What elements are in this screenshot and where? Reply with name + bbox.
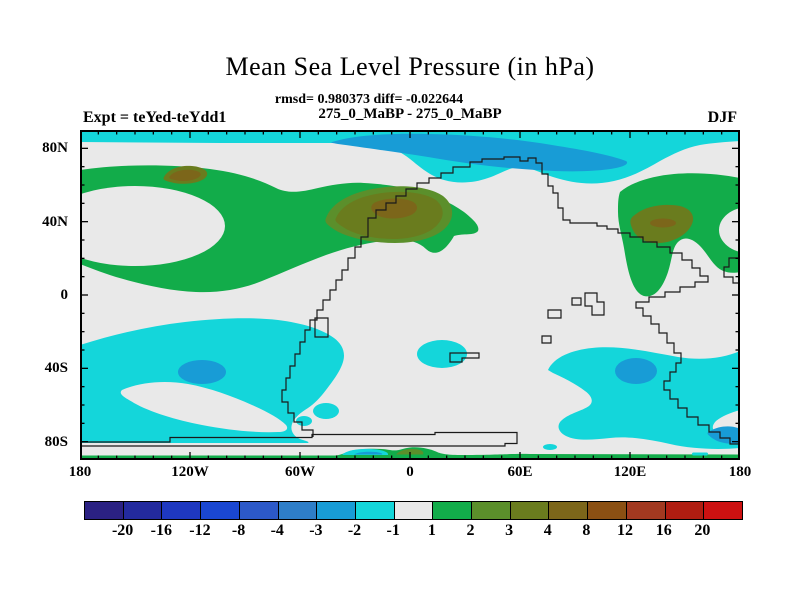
colorbar-segment — [162, 502, 202, 519]
colorbar-tick-label: 2 — [466, 522, 475, 539]
case-comparison-label: 275_0_MaBP - 275_0_MaBP — [318, 106, 502, 122]
colorbar-segment — [239, 502, 279, 519]
colorbar-tick-label: -3 — [309, 522, 323, 539]
coastline-island-c — [547, 309, 562, 319]
colorbar-segment — [549, 502, 589, 519]
region-nh-east-brown-dash — [650, 218, 676, 228]
coastline-island-f — [449, 352, 480, 363]
colorbar-labels: -20 -16 -12 -8 -4 -3 -2 -1 1 2 3 4 8 12 16 20 — [84, 522, 741, 542]
lat-axis-labels: 80N 40N 0 40S 80S — [0, 130, 74, 460]
stats-label: rmsd= 0.980373 diff= -0.022644 — [274, 92, 464, 107]
colorbar-tick-label: 12 — [617, 522, 634, 539]
lon-tick-label: 180 — [68, 464, 92, 480]
map-plot — [45, 130, 741, 460]
region-sh-east-blue-core — [615, 358, 657, 384]
season-label: DJF — [707, 109, 737, 126]
lon-tick-label: 60E — [507, 464, 533, 480]
experiment-label: Expt = teYed-teYdd1 — [83, 109, 227, 126]
contour-map — [45, 130, 741, 460]
colorbar-tick-label: 16 — [655, 522, 672, 539]
colorbar-segment — [201, 502, 240, 519]
colorbar-tick-label: -4 — [270, 522, 284, 539]
region-sh-east-cyan — [548, 347, 740, 449]
region-brown-core — [371, 198, 417, 219]
lat-tick-label: 40S — [44, 360, 68, 377]
colorbar-tick-label: -16 — [150, 522, 172, 539]
lon-tick-label: 120W — [171, 464, 209, 480]
colorbar-segment — [433, 502, 473, 519]
coastline-east-edge — [723, 257, 740, 284]
lon-tick-label: 0 — [406, 464, 414, 480]
coastline-antarctic-strip — [80, 431, 518, 447]
lon-tick-label: 60W — [285, 464, 315, 480]
colorbar-segment — [472, 502, 511, 519]
colorbar-tick-label: -8 — [231, 522, 246, 539]
coastline-island-e — [541, 335, 552, 344]
colorbar-segment — [588, 502, 627, 519]
region-antarctic-cyan-dash — [692, 452, 708, 456]
lon-axis-labels: 180 120W 60W 0 60E 120E 180 — [69, 464, 752, 484]
colorbar-segment — [394, 502, 434, 519]
coastlines — [80, 156, 740, 447]
colorbar-tick-label: 1 — [427, 522, 436, 539]
colorbar-tick-label: -2 — [347, 522, 362, 539]
map-frame — [80, 130, 740, 460]
colorbar-segment — [355, 502, 395, 519]
colorbar-tick-label: -1 — [386, 522, 400, 539]
colorbar-tick-label: 20 — [694, 522, 711, 539]
lat-tick-label: 80N — [42, 140, 68, 157]
lon-tick-label: 120E — [613, 464, 647, 480]
colorbar-tick-label: -12 — [189, 522, 211, 539]
region-nh-gray-hole — [45, 186, 225, 266]
coastline-island-b — [584, 292, 605, 316]
colorbar-segment — [85, 502, 124, 519]
coastline-pangea — [281, 156, 740, 445]
region-sh-east-blue-corner — [707, 426, 740, 444]
lon-tick-label: 180 — [728, 464, 752, 480]
coastline-island-d — [571, 297, 582, 306]
colorbar-segment — [123, 502, 163, 519]
colorbar-segment — [704, 502, 742, 519]
lat-tick-label: 80S — [44, 433, 68, 450]
lat-tick-label: 40N — [42, 213, 68, 230]
colorbar-tick-label: 8 — [582, 522, 591, 539]
colorbar-tick-label: 3 — [505, 522, 514, 539]
region-sh-cyan-blob-a — [313, 403, 339, 419]
region-antarctic-olive-bump — [396, 448, 424, 455]
colorbar-segment — [665, 502, 705, 519]
colorbar — [84, 501, 743, 520]
lat-tick-label: 0 — [60, 287, 69, 303]
colorbar-segment — [278, 502, 318, 519]
colorbar-segment — [510, 502, 550, 519]
region-sh-west-gray-hole — [120, 382, 288, 433]
colorbar-tick-label: -20 — [111, 522, 134, 539]
region-small-brown-patch — [169, 169, 201, 181]
coastline-island-a — [314, 317, 329, 338]
page-title: Mean Sea Level Pressure (in hPa) — [225, 52, 595, 81]
region-sh-cyan-blob-b — [296, 416, 312, 426]
region-sh-cyan-blob-c — [417, 340, 467, 368]
region-antarctic-blue-lens — [354, 451, 383, 455]
region-north-polar-blue-core — [331, 133, 628, 172]
colorbar-tick-label: 4 — [543, 522, 552, 539]
region-sh-cyan-speck — [543, 444, 557, 450]
colorbar-segment — [317, 502, 356, 519]
colorbar-segment — [626, 502, 666, 519]
region-sh-west-blue-core — [178, 360, 226, 384]
